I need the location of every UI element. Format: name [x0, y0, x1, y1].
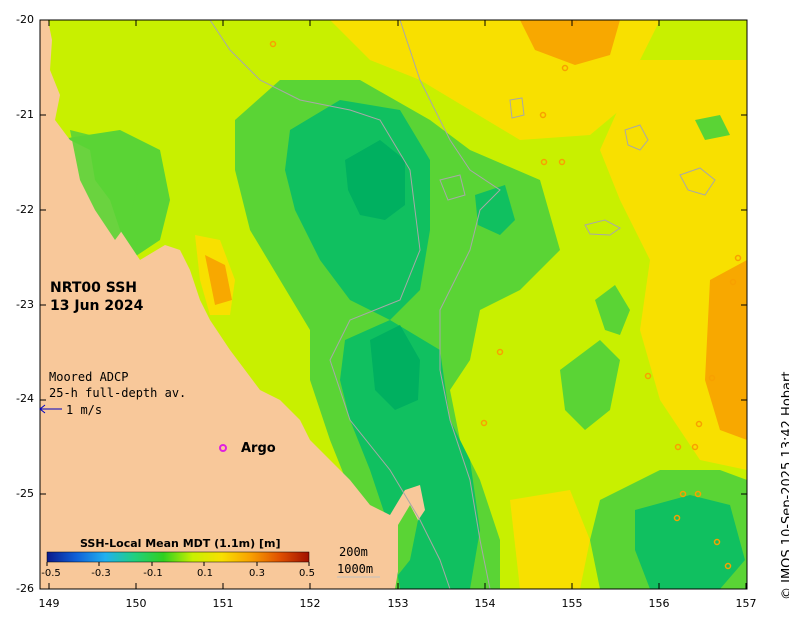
tick-marks	[40, 19, 747, 589]
argo-float	[496, 348, 504, 356]
ssh-low-southeast-core	[635, 495, 745, 589]
lon-tick-label: 156	[648, 597, 670, 610]
argo-float	[480, 419, 488, 427]
argo-float	[269, 40, 277, 48]
ssh-low-east-blob	[475, 185, 515, 235]
product-name: NRT00 SSH	[50, 280, 138, 296]
argo-float	[695, 420, 703, 428]
isobath-legend-1000m: 1000m	[337, 562, 374, 576]
isobath-200m	[209, 20, 451, 589]
lon-tick-label: 150	[125, 597, 147, 610]
lat-tick-label: -21	[16, 108, 34, 121]
argo-float	[734, 254, 742, 262]
reef-outline-2	[584, 219, 621, 236]
argo-float	[691, 443, 699, 451]
isobath-legend-200m: 200m	[339, 545, 368, 559]
ssh-low-spur	[560, 340, 620, 430]
adcp-legend-title: Moored ADCP	[49, 370, 129, 384]
colorbar-tick-label: -0.1	[143, 568, 163, 579]
colorbar-title: SSH-Local Mean MDT (1.1m) [m]	[80, 537, 281, 550]
argo-float	[729, 278, 737, 286]
argo-float	[674, 443, 682, 451]
ssh-high-south	[510, 490, 590, 589]
ssh-high-northeast-core	[520, 20, 620, 65]
ssh-low-core-mid-deep	[370, 325, 420, 410]
argo-float	[694, 490, 702, 498]
lon-tick-label: 154	[474, 597, 496, 610]
lon-tick-label: 157	[735, 597, 757, 610]
lon-tick-label: 153	[387, 597, 409, 610]
adcp-legend-subtitle: 25-h full-depth av.	[49, 386, 187, 400]
imos-credit: © IMOS 10-Sep-2025 13:42 Hobart	[780, 371, 789, 600]
argo-float	[673, 514, 681, 522]
ssh-low-core-north-deep	[345, 140, 405, 220]
argo-float	[540, 158, 548, 166]
adcp-legend: Moored ADCP 25-h full-depth av.	[49, 369, 186, 401]
fraser-island	[398, 505, 418, 575]
lat-tick-label: -24	[16, 392, 34, 405]
argo-float	[708, 374, 716, 382]
isobath-1000m	[399, 20, 501, 589]
argo-legend-marker	[219, 444, 227, 452]
inshore-green-shelf	[70, 130, 140, 240]
argo-floats	[269, 20, 742, 570]
argo-float	[713, 538, 721, 546]
lat-tick-label: -23	[16, 298, 34, 311]
lon-tick-label: 155	[561, 597, 583, 610]
argo-float	[679, 490, 687, 498]
lat-tick-label: -25	[16, 487, 34, 500]
colorbar-tick-label: 0.5	[299, 568, 315, 579]
vector-scale-arrow	[39, 404, 62, 414]
argo-float	[539, 111, 547, 119]
colorbar-tick-label: -0.3	[91, 568, 111, 579]
lat-tick-label: -22	[16, 203, 34, 216]
argo-float	[644, 372, 652, 380]
ssh-low-northeast	[695, 115, 730, 140]
ssh-high-east-core	[705, 260, 747, 440]
reef-outline-5	[439, 174, 466, 201]
argo-float	[561, 64, 569, 72]
product-date: 13 Jun 2024	[50, 298, 144, 314]
ssh-low-tongue	[595, 285, 630, 335]
lat-tick-label: -20	[16, 13, 34, 26]
lon-tick-label: 151	[212, 597, 234, 610]
colorbar-tick-label: 0.3	[249, 568, 265, 579]
lat-tick-label: -26	[16, 582, 34, 595]
lon-tick-label: 149	[38, 597, 60, 610]
colorbar-tick-label: -0.5	[41, 568, 61, 579]
lon-tick-label: 152	[299, 597, 321, 610]
ssh-high-coastal-core	[205, 255, 232, 305]
colorbar-ticks	[46, 562, 310, 566]
reef-outline-4	[679, 167, 716, 196]
product-title: NRT00 SSH 13 Jun 2024	[50, 279, 143, 315]
colorbar	[46, 551, 310, 563]
argo-legend-label: Argo	[241, 441, 276, 456]
queensland-landmass	[40, 20, 425, 589]
argo-float	[558, 158, 566, 166]
colorbar-tick-label: 0.1	[197, 568, 213, 579]
reef-outline-1	[624, 124, 649, 151]
vector-scale-label: 1 m/s	[66, 403, 103, 417]
argo-float	[724, 562, 732, 570]
reef-outline-3	[509, 97, 525, 119]
